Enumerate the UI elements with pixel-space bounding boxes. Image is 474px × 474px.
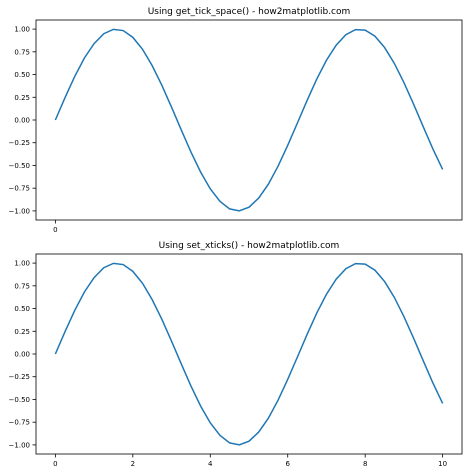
y-tick-label: −0.25 [9, 373, 30, 381]
y-tick-label: 0.50 [14, 71, 30, 79]
x-tick-label: 10 [438, 460, 447, 468]
x-tick-label: 6 [285, 460, 290, 468]
series-line [54, 28, 444, 212]
y-tick-label: 0.75 [14, 48, 30, 56]
x-tick-label: 0 [53, 460, 57, 468]
y-tick-label: 1.00 [14, 260, 30, 268]
y-tick-label: −0.25 [9, 139, 30, 147]
y-tick-label: 1.00 [14, 26, 30, 34]
subplot-top: Using get_tick_space() - how2matplotlib.… [9, 7, 463, 234]
y-tick-label: −0.50 [9, 396, 30, 404]
y-tick-label: 0.25 [14, 94, 30, 102]
y-tick-label: −0.75 [9, 419, 30, 427]
y-tick-label: −1.00 [9, 207, 30, 215]
y-tick-label: 0.50 [14, 305, 30, 313]
y-tick-label: 0.00 [14, 117, 30, 125]
y-tick-label: −0.75 [9, 185, 30, 193]
x-tick-label: 4 [208, 460, 213, 468]
y-tick-label: −0.50 [9, 162, 30, 170]
chart-title: Using get_tick_space() - how2matplotlib.… [148, 7, 351, 17]
y-tick-label: 0.00 [14, 351, 30, 359]
y-tick-label: 0.75 [14, 282, 30, 290]
chart-title: Using set_xticks() - how2matplotlib.com [159, 241, 340, 251]
x-tick-label: 0 [53, 226, 57, 234]
x-tick-label: 8 [363, 460, 367, 468]
series-line [54, 262, 444, 446]
subplot-bottom: Using set_xticks() - how2matplotlib.com … [9, 241, 463, 468]
x-tick-label: 2 [131, 460, 135, 468]
y-tick-label: 0.25 [14, 328, 30, 336]
plot-area-top: −1.00 −0.75 −0.50 −0.25 0.00 0.25 0.50 0.75 1.00… [9, 19, 463, 234]
plot-area-bottom: −1.00 −0.75 −0.50 −0.25 0.00 0.25 0.50 0.75 1.00… [9, 253, 463, 468]
y-tick-label: −1.00 [9, 441, 30, 449]
